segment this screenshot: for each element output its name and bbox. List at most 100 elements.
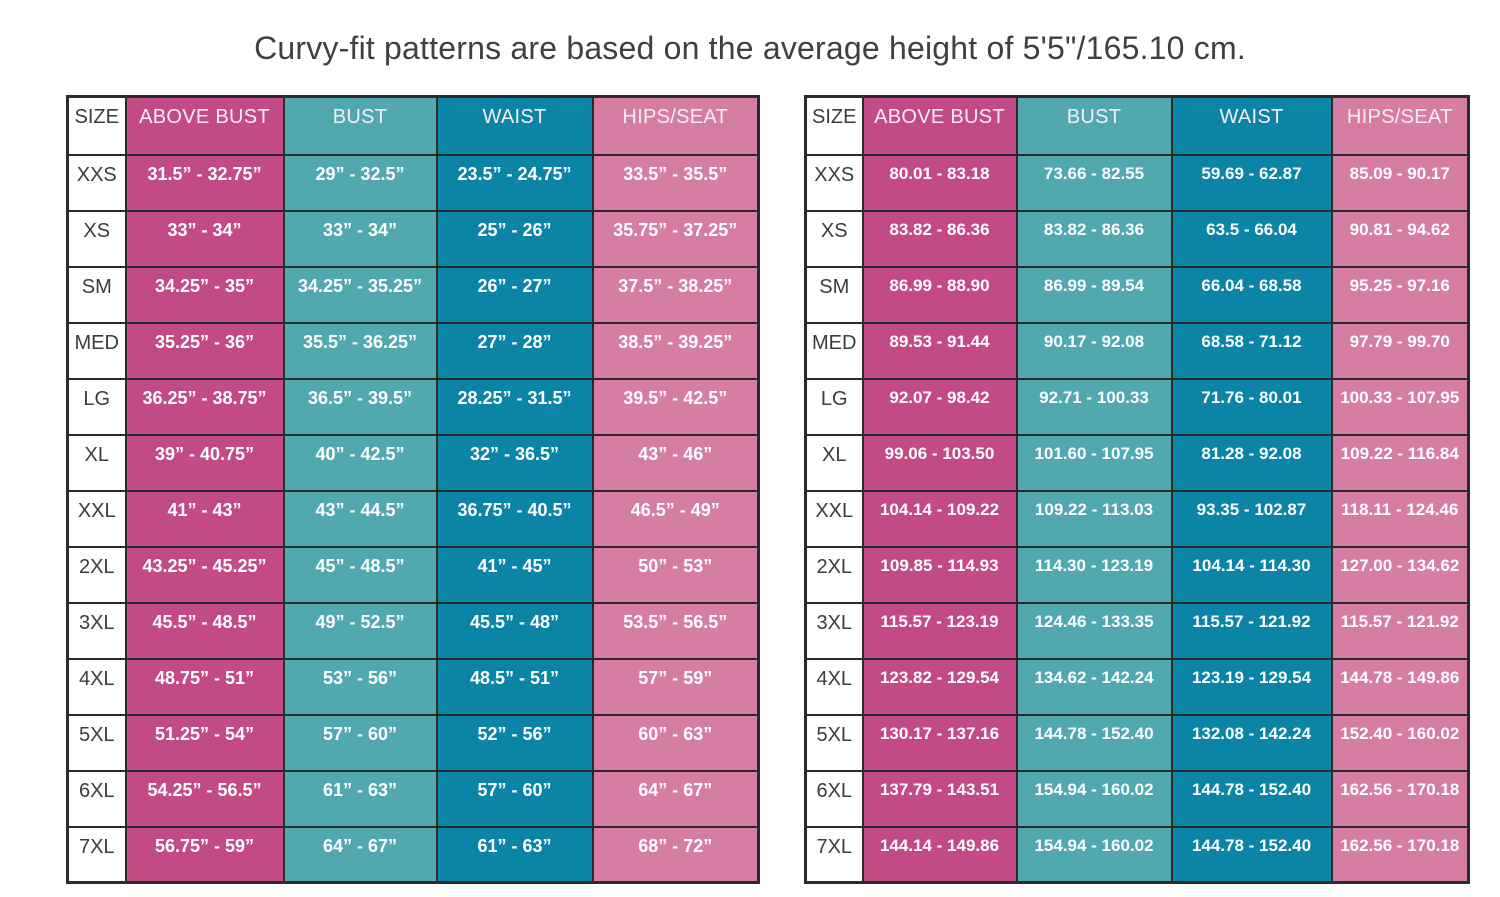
measurement-cell-hips-seat: 127.00 - 134.62 [1330,545,1470,604]
measurement-cell-bust: 92.71 - 100.33 [1015,377,1173,436]
size-label: LG [66,377,127,436]
measurement-cell-waist: 26” - 27” [435,265,594,324]
measurement-cell-above-bust: 83.82 - 86.36 [861,209,1018,268]
table-row: SM 86.99 - 88.90 86.99 - 89.54 66.04 - 68.5… [804,265,1470,324]
measurement-cell-bust: 53” - 56” [282,657,438,716]
measurement-cell-hips-seat: 53.5” - 56.5” [591,601,760,660]
measurement-cell-waist: 36.75” - 40.5” [435,489,594,548]
measurement-cell-waist: 27” - 28” [435,321,594,380]
measurement-cell-bust: 90.17 - 92.08 [1015,321,1173,380]
measurement-cell-hips-seat: 35.75” - 37.25” [591,209,760,268]
measurement-cell-waist: 32” - 36.5” [435,433,594,492]
table-row: 4XL 123.82 - 129.54 134.62 - 142.24 123.19 … [804,657,1470,716]
column-header-hips-seat: HIPS/SEAT [1330,95,1470,156]
measurement-cell-waist: 66.04 - 68.58 [1170,265,1333,324]
size-label: XXL [66,489,127,548]
measurement-cell-bust: 124.46 - 133.35 [1015,601,1173,660]
measurement-cell-hips-seat: 109.22 - 116.84 [1330,433,1470,492]
size-label: XS [66,209,127,268]
measurement-cell-hips-seat: 64” - 67” [591,769,760,828]
size-label: 6XL [804,769,864,828]
measurement-cell-hips-seat: 46.5” - 49” [591,489,760,548]
measurement-cell-waist: 93.35 - 102.87 [1170,489,1333,548]
measurement-cell-hips-seat: 118.11 - 124.46 [1330,489,1470,548]
column-header-hips-seat: HIPS/SEAT [591,95,760,156]
size-label: 4XL [804,657,864,716]
measurement-cell-hips-seat: 144.78 - 149.86 [1330,657,1470,716]
size-label: XXS [66,153,127,212]
size-label: XL [804,433,864,492]
measurement-cell-above-bust: 54.25” - 56.5” [124,769,285,828]
size-label: LG [804,377,864,436]
measurement-cell-hips-seat: 38.5” - 39.25” [591,321,760,380]
table-row: 3XL 45.5” - 48.5” 49” - 52.5” 45.5” - 48” 53… [66,601,760,660]
measurement-cell-above-bust: 80.01 - 83.18 [861,153,1018,212]
measurement-cell-hips-seat: 90.81 - 94.62 [1330,209,1470,268]
measurement-cell-above-bust: 31.5” - 32.75” [124,153,285,212]
measurement-cell-hips-seat: 39.5” - 42.5” [591,377,760,436]
measurement-cell-bust: 61” - 63” [282,769,438,828]
size-chart-table-inches: SIZE ABOVE BUST BUST WAIST HIPS/SEAT XXS 31.5”… [66,95,760,884]
column-header-size: SIZE [804,95,864,156]
measurement-cell-waist: 115.57 - 121.92 [1170,601,1333,660]
table-row: XXL 41” - 43” 43” - 44.5” 36.75” - 40.5” 46.… [66,489,760,548]
measurement-cell-waist: 68.58 - 71.12 [1170,321,1333,380]
measurement-cell-bust: 57” - 60” [282,713,438,772]
measurement-cell-above-bust: 56.75” - 59” [124,825,285,884]
measurement-cell-hips-seat: 115.57 - 121.92 [1330,601,1470,660]
page-title: Curvy-fit patterns are based on the aver… [254,30,1246,66]
measurement-cell-waist: 52” - 56” [435,713,594,772]
measurement-cell-above-bust: 33” - 34” [124,209,285,268]
size-label: 5XL [804,713,864,772]
measurement-cell-bust: 64” - 67” [282,825,438,884]
measurement-cell-hips-seat: 85.09 - 90.17 [1330,153,1470,212]
measurement-cell-bust: 43” - 44.5” [282,489,438,548]
measurement-cell-above-bust: 104.14 - 109.22 [861,489,1018,548]
size-label: 3XL [66,601,127,660]
table-row: XL 99.06 - 103.50 101.60 - 107.95 81.28 - 9… [804,433,1470,492]
measurement-cell-waist: 144.78 - 152.40 [1170,825,1333,884]
measurement-cell-above-bust: 36.25” - 38.75” [124,377,285,436]
table-row: 5XL 51.25” - 54” 57” - 60” 52” - 56” 60” - 6… [66,713,760,772]
column-header-bust: BUST [1015,95,1173,156]
measurement-cell-above-bust: 86.99 - 88.90 [861,265,1018,324]
measurement-cell-bust: 114.30 - 123.19 [1015,545,1173,604]
measurement-cell-above-bust: 89.53 - 91.44 [861,321,1018,380]
table-row: XXL 104.14 - 109.22 109.22 - 113.03 93.35 -… [804,489,1470,548]
measurement-cell-hips-seat: 162.56 - 170.18 [1330,769,1470,828]
measurement-cell-bust: 40” - 42.5” [282,433,438,492]
measurement-cell-above-bust: 48.75” - 51” [124,657,285,716]
measurement-cell-waist: 123.19 - 129.54 [1170,657,1333,716]
table-row: 3XL 115.57 - 123.19 124.46 - 133.35 115.57 … [804,601,1470,660]
measurement-cell-above-bust: 137.79 - 143.51 [861,769,1018,828]
table-row: SM 34.25” - 35” 34.25” - 35.25” 26” - 27” 37… [66,265,760,324]
column-header-above-bust: ABOVE BUST [124,95,285,156]
size-label: 2XL [66,545,127,604]
measurement-cell-hips-seat: 37.5” - 38.25” [591,265,760,324]
table-row: XL 39” - 40.75” 40” - 42.5” 32” - 36.5” 43” … [66,433,760,492]
table-row: XXS 80.01 - 83.18 73.66 - 82.55 59.69 - 62.… [804,153,1470,212]
measurement-cell-bust: 29” - 32.5” [282,153,438,212]
measurement-cell-above-bust: 45.5” - 48.5” [124,601,285,660]
size-label: SM [804,265,864,324]
table-row: MED 35.25” - 36” 35.5” - 36.25” 27” - 28” 38… [66,321,760,380]
table-row: 7XL 56.75” - 59” 64” - 67” 61” - 63” 68” - 7… [66,825,760,884]
size-chart-table-centimeters: SIZE ABOVE BUST BUST WAIST HIPS/SEAT XXS 80.01… [804,95,1470,884]
measurement-cell-bust: 144.78 - 152.40 [1015,713,1173,772]
measurement-cell-bust: 154.94 - 160.02 [1015,825,1173,884]
measurement-cell-hips-seat: 95.25 - 97.16 [1330,265,1470,324]
measurement-cell-hips-seat: 33.5” - 35.5” [591,153,760,212]
measurement-cell-hips-seat: 162.56 - 170.18 [1330,825,1470,884]
measurement-cell-waist: 132.08 - 142.24 [1170,713,1333,772]
measurement-cell-above-bust: 39” - 40.75” [124,433,285,492]
column-header-size: SIZE [66,95,127,156]
measurement-cell-hips-seat: 57” - 59” [591,657,760,716]
table-row: LG 92.07 - 98.42 92.71 - 100.33 71.76 - 80.… [804,377,1470,436]
measurement-cell-waist: 104.14 - 114.30 [1170,545,1333,604]
measurement-cell-above-bust: 34.25” - 35” [124,265,285,324]
table-row: XS 83.82 - 86.36 83.82 - 86.36 63.5 - 66.04… [804,209,1470,268]
measurement-cell-bust: 83.82 - 86.36 [1015,209,1173,268]
measurement-cell-waist: 63.5 - 66.04 [1170,209,1333,268]
measurement-cell-above-bust: 144.14 - 149.86 [861,825,1018,884]
measurement-cell-hips-seat: 50” - 53” [591,545,760,604]
